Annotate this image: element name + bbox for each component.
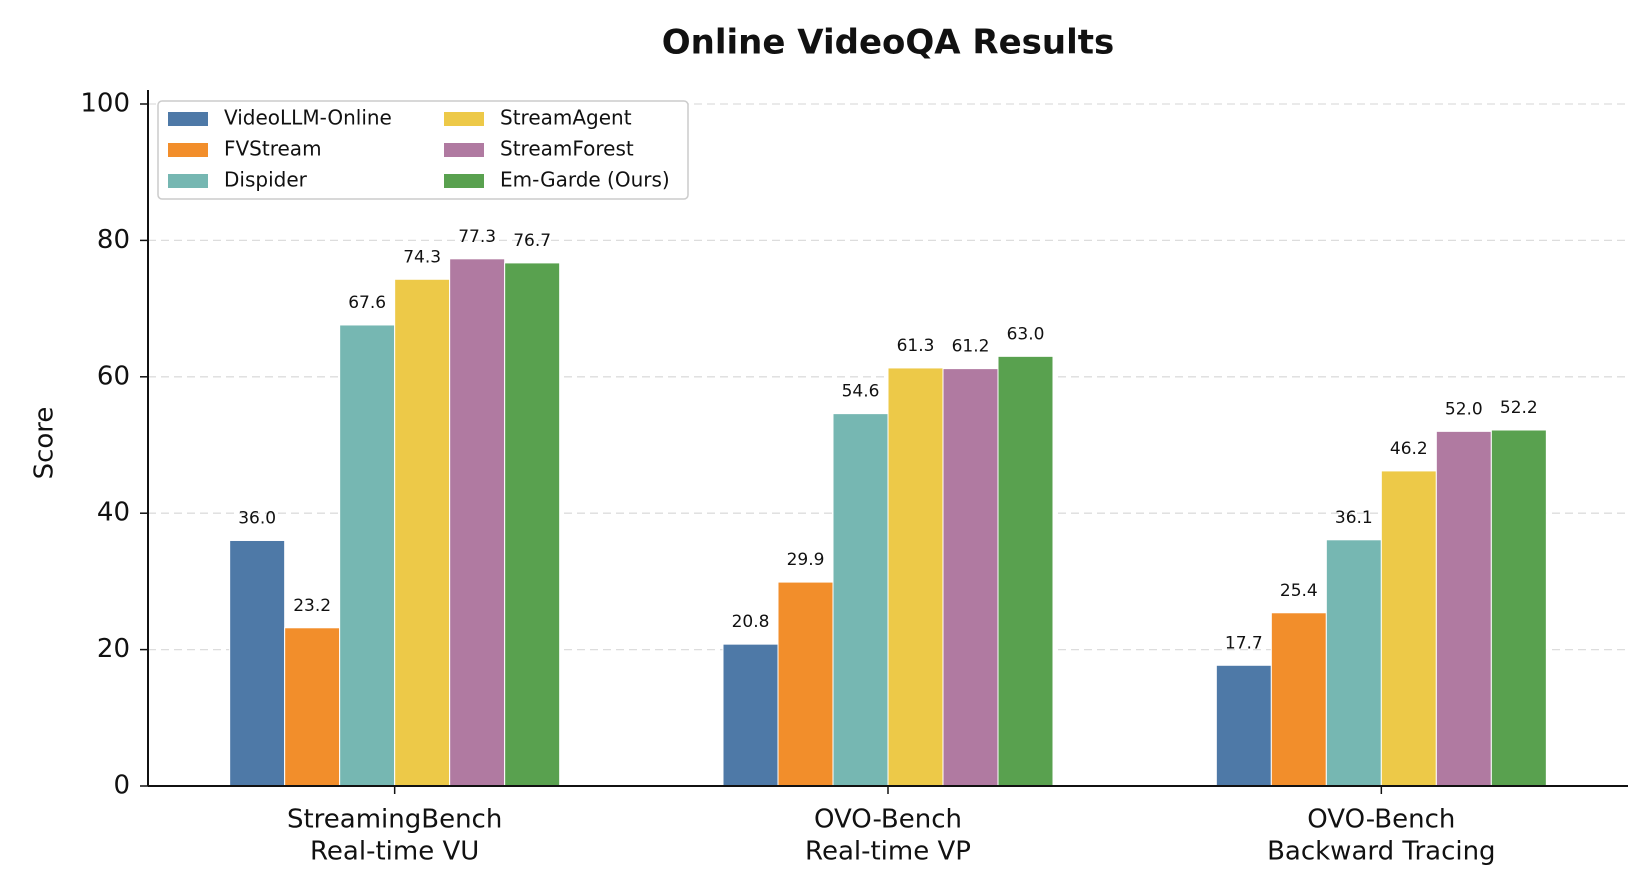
legend-swatch bbox=[444, 143, 484, 157]
bar bbox=[1380, 470, 1437, 787]
y-tick-label: 80 bbox=[97, 225, 130, 255]
legend-label: Em-Garde (Ours) bbox=[500, 168, 670, 192]
value-label: 63.0 bbox=[1007, 324, 1045, 344]
y-tick-label: 20 bbox=[97, 634, 130, 664]
value-label: 67.6 bbox=[348, 293, 386, 313]
bar bbox=[504, 262, 561, 787]
y-axis-label: Score bbox=[30, 407, 60, 480]
value-label: 61.3 bbox=[897, 336, 935, 356]
legend-box bbox=[157, 100, 689, 200]
legend-swatch bbox=[168, 174, 208, 188]
legend-label: StreamAgent bbox=[500, 106, 632, 130]
y-tick-label: 40 bbox=[97, 498, 130, 528]
legend-swatch bbox=[444, 174, 484, 188]
value-label: 46.2 bbox=[1390, 439, 1428, 459]
x-tick-label: StreamingBench bbox=[287, 805, 502, 835]
legend-swatch bbox=[168, 112, 208, 126]
value-label: 25.4 bbox=[1280, 581, 1318, 601]
legend-label: VideoLLM-Online bbox=[224, 106, 392, 130]
y-tick-label: 100 bbox=[80, 89, 130, 119]
value-label: 17.7 bbox=[1225, 633, 1263, 653]
bar bbox=[1435, 430, 1492, 787]
x-tick-label: Real-time VU bbox=[310, 837, 479, 867]
value-label: 36.1 bbox=[1335, 508, 1373, 528]
y-tick-label: 0 bbox=[113, 771, 130, 801]
legend-label: Dispider bbox=[224, 168, 308, 192]
chart-title: Online VideoQA Results bbox=[662, 23, 1115, 63]
bar bbox=[394, 278, 451, 787]
legend-swatch bbox=[168, 143, 208, 157]
value-label: 74.3 bbox=[403, 247, 441, 267]
bar bbox=[229, 539, 286, 787]
value-label: 52.2 bbox=[1500, 398, 1538, 418]
value-label: 61.2 bbox=[952, 337, 990, 357]
y-tick-label: 60 bbox=[97, 361, 130, 391]
bar bbox=[284, 627, 341, 787]
value-label: 54.6 bbox=[842, 382, 880, 402]
bar bbox=[1270, 612, 1327, 787]
bar bbox=[942, 368, 999, 787]
bar bbox=[449, 258, 506, 787]
x-tick-label: Backward Tracing bbox=[1267, 837, 1496, 867]
bar bbox=[777, 581, 834, 787]
legend-label: FVStream bbox=[224, 137, 322, 161]
value-label: 52.0 bbox=[1445, 399, 1483, 419]
value-label: 20.8 bbox=[732, 612, 770, 632]
value-label: 36.0 bbox=[238, 508, 276, 528]
bar bbox=[997, 355, 1054, 787]
value-label: 76.7 bbox=[513, 231, 551, 251]
x-tick-label: OVO-Bench bbox=[814, 805, 962, 835]
value-label: 23.2 bbox=[293, 596, 331, 616]
value-label: 29.9 bbox=[787, 550, 825, 570]
bar bbox=[339, 324, 396, 787]
bar bbox=[832, 413, 889, 787]
bar bbox=[1325, 539, 1382, 787]
value-label: 77.3 bbox=[458, 227, 496, 247]
bar bbox=[887, 367, 944, 787]
bar bbox=[1215, 664, 1272, 787]
x-tick-label: Real-time VP bbox=[805, 837, 971, 867]
legend-swatch bbox=[444, 112, 484, 126]
legend-label: StreamForest bbox=[500, 137, 634, 161]
x-tick-label: OVO-Bench bbox=[1307, 805, 1455, 835]
bar bbox=[722, 643, 779, 787]
bar bbox=[1490, 429, 1547, 787]
